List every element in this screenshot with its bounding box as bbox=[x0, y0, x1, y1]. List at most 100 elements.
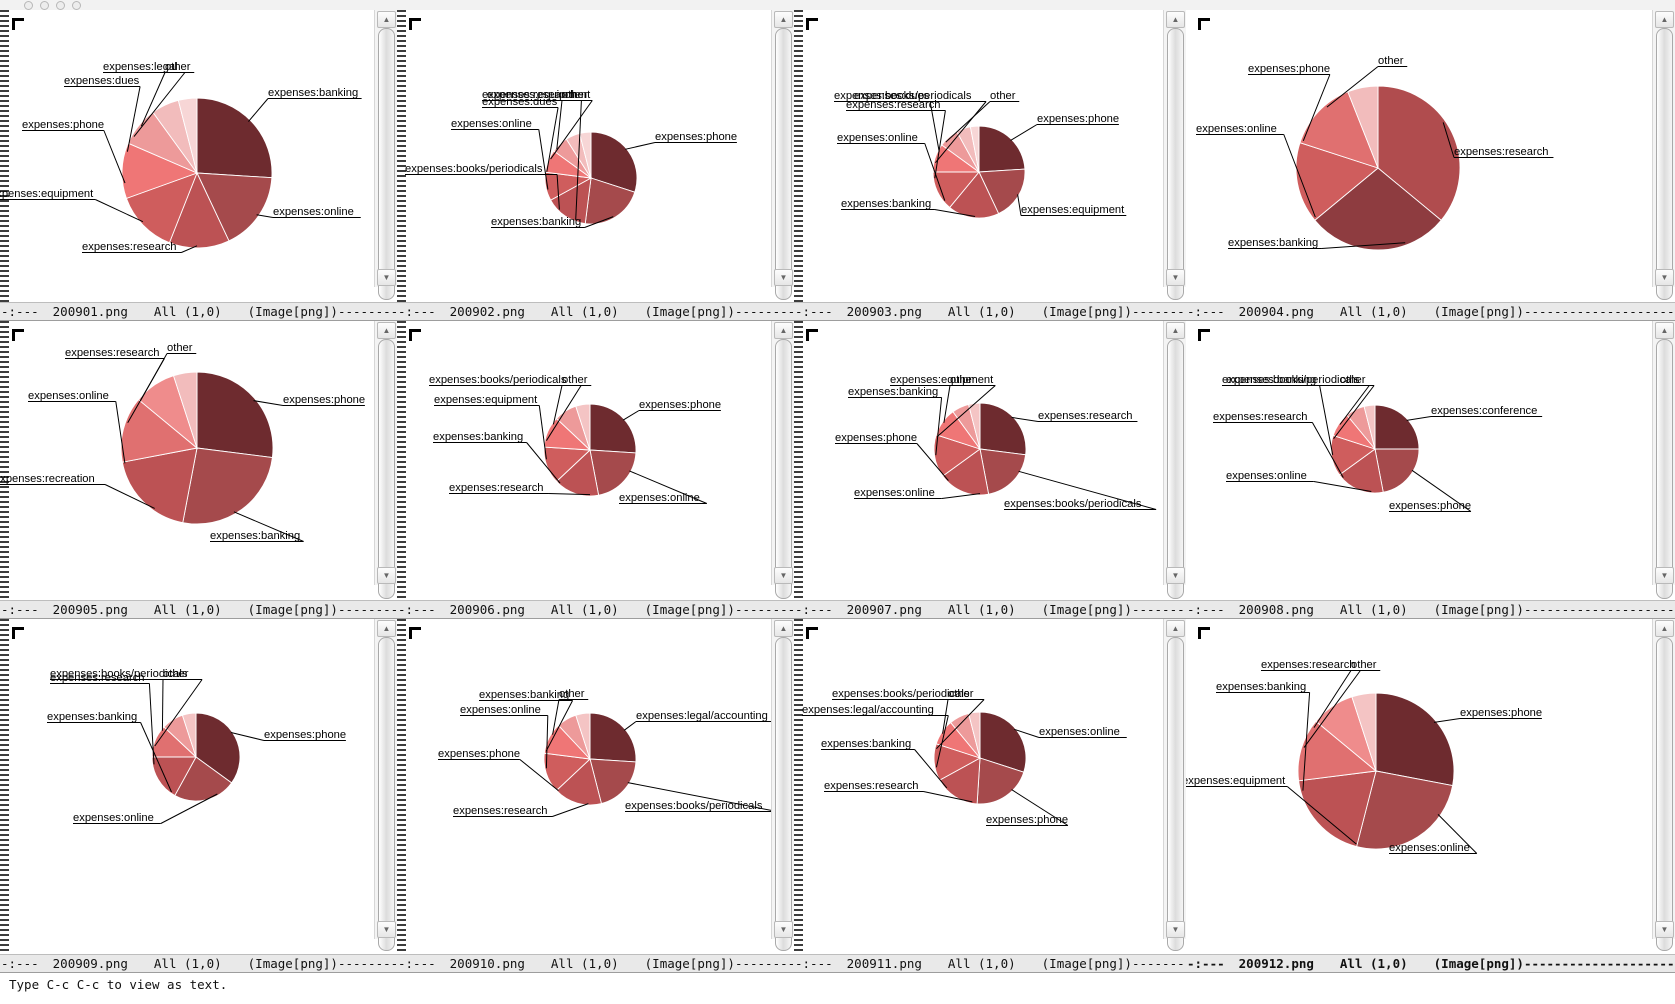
scroll-up-icon[interactable]: ▲ bbox=[774, 322, 793, 339]
scroll-down-icon[interactable]: ▼ bbox=[377, 567, 396, 584]
minimize-icon[interactable] bbox=[40, 1, 49, 10]
mode-line[interactable]: -:--- 200909.png All (1,0) (Image[png]) ----… bbox=[0, 954, 397, 973]
scrollbar-thumb[interactable] bbox=[1656, 28, 1673, 300]
scroll-up-icon[interactable]: ▲ bbox=[1655, 620, 1674, 637]
scrollbar-thumb[interactable] bbox=[775, 28, 792, 300]
pie-slice-label: expenses:equipment bbox=[890, 374, 994, 386]
image-buffer[interactable]: expenses:phone expenses:online expenses:ba… bbox=[0, 619, 397, 956]
scrollbar-thumb[interactable] bbox=[378, 339, 395, 599]
mode-line[interactable]: -:--- 200901.png All (1,0) (Image[png]) ----… bbox=[0, 302, 397, 321]
mode-line[interactable]: -:--- 200908.png All (1,0) (Image[png]) ----… bbox=[1186, 600, 1675, 619]
mode-line[interactable]: -:--- 200906.png All (1,0) (Image[png]) ----… bbox=[397, 600, 794, 619]
image-buffer[interactable]: expenses:phone expenses:banking expenses:r… bbox=[397, 10, 794, 304]
scroll-up-icon[interactable]: ▲ bbox=[377, 620, 396, 637]
image-buffer[interactable]: expenses:phone expenses:equipment expenses… bbox=[794, 10, 1186, 304]
scrollbar-thumb[interactable] bbox=[378, 28, 395, 300]
vertical-scrollbar[interactable]: ▲ ▼ bbox=[1652, 619, 1675, 951]
scroll-down-icon[interactable]: ▼ bbox=[1166, 921, 1185, 938]
scroll-up-icon[interactable]: ▲ bbox=[1655, 11, 1674, 28]
scroll-down-icon[interactable]: ▼ bbox=[377, 921, 396, 938]
mode-line[interactable]: -:--- 200903.png All (1,0) (Image[png]) ----… bbox=[794, 302, 1186, 321]
emacs-window[interactable]: expenses:phone expenses:banking expenses:r… bbox=[397, 10, 794, 321]
mode-line[interactable]: -:--- 200912.png All (1,0) (Image[png]) ----… bbox=[1186, 954, 1675, 973]
scroll-up-icon[interactable]: ▲ bbox=[1166, 11, 1185, 28]
emacs-window[interactable]: expenses:online expenses:phone expenses:re… bbox=[794, 619, 1186, 973]
mode-line[interactable]: -:--- 200905.png All (1,0) (Image[png]) ----… bbox=[0, 600, 397, 619]
emacs-window[interactable]: expenses:legal/accounting expenses:books/… bbox=[397, 619, 794, 973]
vertical-scrollbar[interactable]: ▲ ▼ bbox=[1652, 321, 1675, 599]
scroll-down-icon[interactable]: ▼ bbox=[1655, 921, 1674, 938]
pie-slice bbox=[196, 97, 273, 179]
scroll-down-icon[interactable]: ▼ bbox=[1655, 269, 1674, 286]
vertical-scrollbar[interactable]: ▲ ▼ bbox=[1163, 619, 1186, 951]
label-leader-line bbox=[935, 101, 987, 164]
left-fringe bbox=[1186, 619, 1195, 956]
scrollbar-thumb[interactable] bbox=[775, 637, 792, 951]
vertical-scrollbar[interactable]: ▲ ▼ bbox=[1163, 10, 1186, 300]
image-buffer[interactable]: expenses:banking expenses:online expenses:… bbox=[0, 10, 397, 304]
image-buffer[interactable]: expenses:legal/accounting expenses:books/… bbox=[397, 619, 794, 956]
image-buffer[interactable]: expenses:research expenses:books/periodic… bbox=[794, 321, 1186, 602]
emacs-window[interactable]: expenses:phone expenses:online expenses:eq… bbox=[1186, 619, 1675, 973]
scroll-down-icon[interactable]: ▼ bbox=[377, 269, 396, 286]
vertical-scrollbar[interactable]: ▲ ▼ bbox=[771, 10, 794, 300]
mode-line-filler: ----------------------------------------… bbox=[337, 304, 397, 319]
label-leader-line bbox=[545, 700, 574, 752]
scrollbar-thumb[interactable] bbox=[1656, 637, 1673, 951]
scroll-up-icon[interactable]: ▲ bbox=[774, 620, 793, 637]
image-buffer[interactable]: expenses:phone expenses:banking expenses:r… bbox=[0, 321, 397, 602]
mode-line[interactable]: -:--- 200902.png All (1,0) (Image[png]) ----… bbox=[397, 302, 794, 321]
scroll-down-icon[interactable]: ▼ bbox=[774, 567, 793, 584]
vertical-scrollbar[interactable]: ▲ ▼ bbox=[1163, 321, 1186, 599]
emacs-window[interactable]: expenses:phone expenses:online expenses:ba… bbox=[0, 619, 397, 973]
scroll-down-icon[interactable]: ▼ bbox=[1166, 567, 1185, 584]
scroll-up-icon[interactable]: ▲ bbox=[377, 322, 396, 339]
vertical-scrollbar[interactable]: ▲ ▼ bbox=[1652, 10, 1675, 300]
image-buffer[interactable]: expenses:phone expenses:online expenses:re… bbox=[397, 321, 794, 602]
vertical-scrollbar[interactable]: ▲ ▼ bbox=[374, 10, 397, 300]
mode-line[interactable]: -:--- 200911.png All (1,0) (Image[png]) ----… bbox=[794, 954, 1186, 973]
scroll-down-icon[interactable]: ▼ bbox=[774, 269, 793, 286]
emacs-window[interactable]: expenses:conference expenses:phone expense… bbox=[1186, 321, 1675, 619]
mode-line[interactable]: -:--- 200904.png All (1,0) (Image[png]) ----… bbox=[1186, 302, 1675, 321]
vertical-scrollbar[interactable]: ▲ ▼ bbox=[374, 321, 397, 599]
scroll-up-icon[interactable]: ▲ bbox=[1655, 322, 1674, 339]
emacs-window[interactable]: expenses:phone expenses:equipment expenses… bbox=[794, 10, 1186, 321]
scrollbar-thumb[interactable] bbox=[1656, 339, 1673, 599]
scrollbar-thumb[interactable] bbox=[1167, 637, 1184, 951]
vertical-scrollbar[interactable]: ▲ ▼ bbox=[771, 619, 794, 951]
scroll-up-icon[interactable]: ▲ bbox=[774, 11, 793, 28]
image-buffer[interactable]: expenses:conference expenses:phone expense… bbox=[1186, 321, 1675, 602]
scrollbar-thumb[interactable] bbox=[1167, 339, 1184, 599]
pie-slice bbox=[172, 371, 198, 449]
pie-slice bbox=[181, 712, 197, 758]
image-buffer[interactable]: expenses:phone expenses:online expenses:eq… bbox=[1186, 619, 1675, 956]
emacs-window[interactable]: expenses:research expenses:books/periodic… bbox=[794, 321, 1186, 619]
label-leader-line bbox=[546, 107, 559, 172]
image-buffer[interactable]: expenses:online expenses:phone expenses:re… bbox=[794, 619, 1186, 956]
zoom-icon[interactable] bbox=[56, 1, 65, 10]
emacs-window[interactable]: expenses:phone expenses:online expenses:re… bbox=[397, 321, 794, 619]
scrollbar-thumb[interactable] bbox=[775, 339, 792, 599]
restore-icon[interactable] bbox=[72, 1, 81, 10]
scrollbar-thumb[interactable] bbox=[1167, 28, 1184, 300]
pie-slice-label: expenses:banking bbox=[841, 198, 931, 210]
pie-slice bbox=[125, 172, 198, 244]
vertical-scrollbar[interactable]: ▲ ▼ bbox=[771, 321, 794, 599]
scroll-down-icon[interactable]: ▼ bbox=[774, 921, 793, 938]
scrollbar-thumb[interactable] bbox=[378, 637, 395, 951]
emacs-window[interactable]: expenses:phone expenses:banking expenses:r… bbox=[0, 321, 397, 619]
pie-slices bbox=[543, 712, 637, 806]
scroll-down-icon[interactable]: ▼ bbox=[1655, 567, 1674, 584]
emacs-window[interactable]: expenses:research expenses:banking expense… bbox=[1186, 10, 1675, 321]
vertical-scrollbar[interactable]: ▲ ▼ bbox=[374, 619, 397, 951]
scroll-up-icon[interactable]: ▲ bbox=[1166, 322, 1185, 339]
scroll-up-icon[interactable]: ▲ bbox=[377, 11, 396, 28]
mode-line[interactable]: -:--- 200907.png All (1,0) (Image[png]) ----… bbox=[794, 600, 1186, 619]
close-icon[interactable] bbox=[24, 1, 33, 10]
image-buffer[interactable]: expenses:research expenses:banking expense… bbox=[1186, 10, 1675, 304]
mode-line[interactable]: -:--- 200910.png All (1,0) (Image[png]) ----… bbox=[397, 954, 794, 973]
scroll-up-icon[interactable]: ▲ bbox=[1166, 620, 1185, 637]
emacs-window[interactable]: expenses:banking expenses:online expenses:… bbox=[0, 10, 397, 321]
scroll-down-icon[interactable]: ▼ bbox=[1166, 269, 1185, 286]
